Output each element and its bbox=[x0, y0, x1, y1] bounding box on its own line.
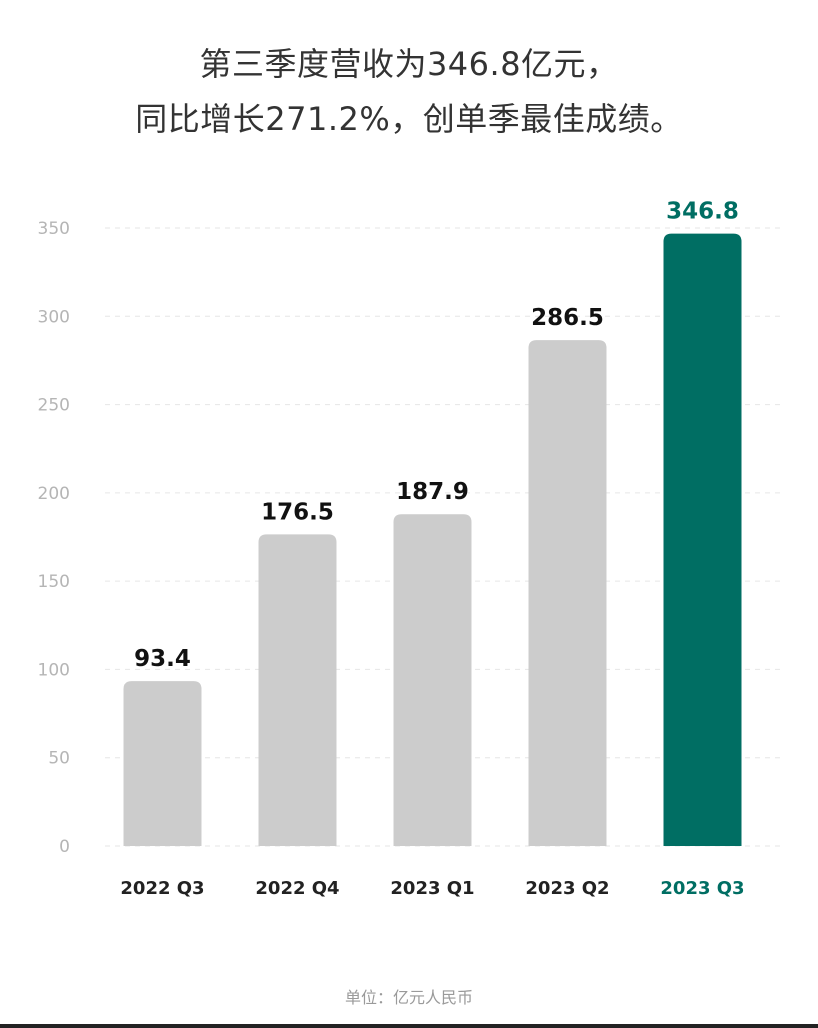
data-label: 346.8 bbox=[666, 199, 739, 225]
chart-title-line-2: 同比增长271.2%，创单季最佳成绩。 bbox=[135, 100, 683, 138]
x-tick-label: 2023 Q3 bbox=[660, 878, 744, 899]
y-tick-label: 200 bbox=[38, 484, 70, 504]
data-label: 187.9 bbox=[396, 479, 469, 505]
bar bbox=[258, 534, 337, 846]
bar bbox=[528, 340, 607, 846]
y-tick-label: 350 bbox=[38, 219, 70, 239]
data-label: 176.5 bbox=[261, 499, 334, 525]
x-tick-label: 2022 Q3 bbox=[120, 878, 204, 899]
bottom-divider bbox=[0, 1024, 818, 1028]
y-tick-label: 0 bbox=[59, 837, 70, 857]
y-tick-label: 150 bbox=[38, 572, 70, 592]
bar bbox=[123, 681, 202, 846]
bar bbox=[663, 233, 742, 847]
x-tick-label: 2023 Q1 bbox=[390, 878, 474, 899]
x-tick-label: 2022 Q4 bbox=[255, 878, 339, 899]
chart-title-line-1: 第三季度营收为346.8亿元， bbox=[199, 45, 619, 83]
unit-label: 单位：亿元人民币 bbox=[344, 988, 473, 1007]
y-tick-label: 300 bbox=[38, 307, 70, 327]
revenue-bar-chart: 0 50 100 150 200 250 300 350 93.4 2022 Q3 176.5 202… bbox=[38, 199, 780, 899]
y-tick-label: 100 bbox=[38, 660, 70, 680]
bar bbox=[393, 514, 472, 846]
x-tick-label: 2023 Q2 bbox=[525, 878, 609, 899]
data-label: 93.4 bbox=[134, 646, 191, 672]
y-tick-label: 50 bbox=[48, 749, 70, 769]
data-label: 286.5 bbox=[531, 305, 604, 331]
y-tick-label: 250 bbox=[38, 396, 70, 416]
